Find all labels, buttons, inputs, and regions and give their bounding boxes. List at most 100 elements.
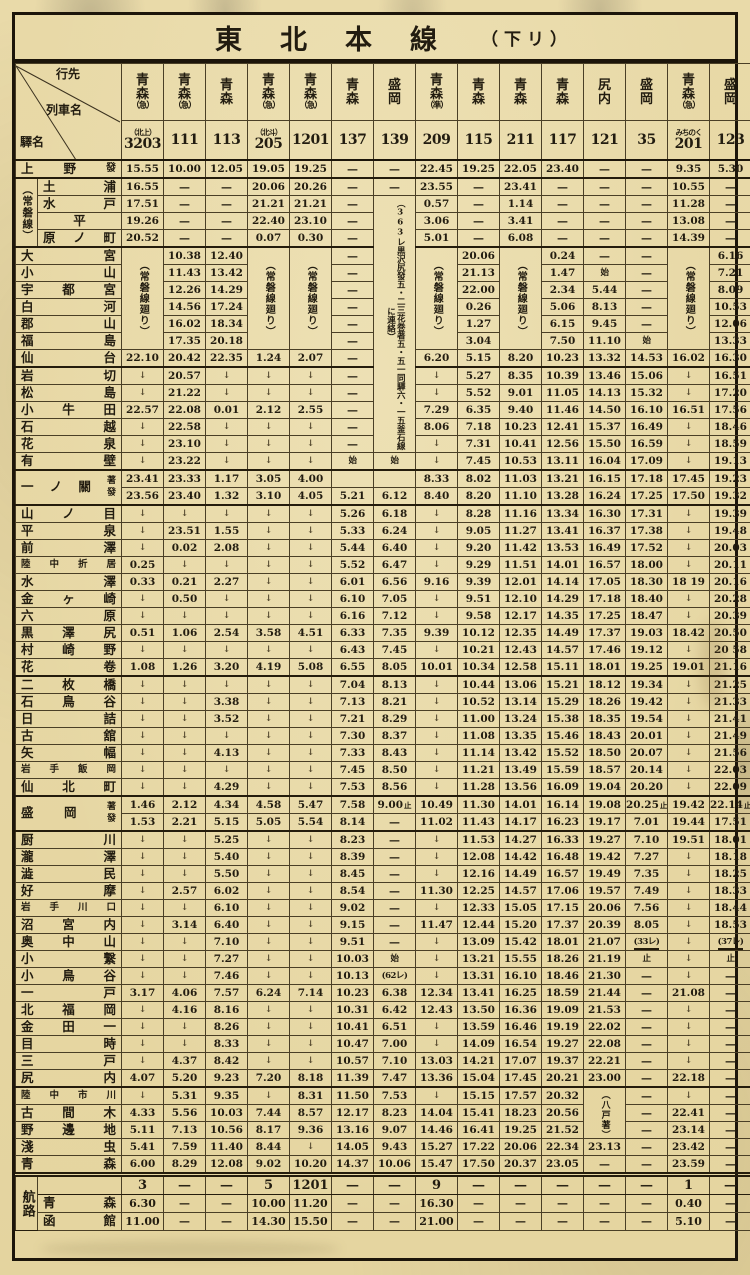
time-cell: 18 19 bbox=[667, 573, 710, 591]
time-cell: 3.52 bbox=[205, 710, 248, 728]
time-cell: 14.50 bbox=[583, 401, 626, 419]
time-cell: 8.35 bbox=[499, 366, 542, 385]
time-cell: 20.01 bbox=[625, 727, 668, 745]
time-cell: — bbox=[625, 1104, 668, 1122]
time-cell: 0.33 bbox=[121, 573, 164, 591]
through-arrow-cell: ↓ bbox=[247, 1052, 290, 1070]
station-label: 好摩 bbox=[15, 882, 122, 900]
time-cell: 6.42 bbox=[373, 1001, 416, 1019]
time-cell: 7.50 bbox=[541, 332, 584, 350]
station-label: 厨川 bbox=[15, 830, 122, 849]
time-cell: — bbox=[331, 195, 374, 213]
time-cell: — bbox=[331, 418, 374, 436]
time-cell: 17.06 bbox=[541, 882, 584, 900]
time-cell: 5.41 bbox=[121, 1138, 164, 1156]
timetable: 行先 列車名 驛名青森（急）青森（急）青森青森（急）青森（急）青森盛岡青森（準）青森… bbox=[15, 63, 750, 1231]
time-cell: 21.07 bbox=[583, 933, 626, 951]
time-cell: 8.13 bbox=[583, 298, 626, 316]
time-cell: 19.17 bbox=[583, 813, 626, 832]
time-cell: 12.17 bbox=[499, 607, 542, 625]
through-arrow-cell: ↓ bbox=[205, 556, 248, 574]
time-cell: — bbox=[583, 212, 626, 230]
time-cell: 3.14 bbox=[163, 916, 206, 934]
time-cell: 14.49 bbox=[499, 865, 542, 883]
time-cell: 3 bbox=[121, 1172, 164, 1195]
through-arrow-cell: ↓ bbox=[289, 693, 332, 711]
time-cell: — bbox=[541, 177, 584, 196]
time-cell: 15.04 bbox=[457, 1069, 500, 1088]
time-cell: 始 bbox=[373, 950, 416, 968]
station-label: 一ノ關著發 bbox=[15, 469, 122, 506]
time-cell: 18.18 bbox=[709, 848, 750, 866]
time-cell: 20.39 bbox=[709, 607, 750, 625]
time-cell: 13.35 bbox=[499, 727, 542, 745]
time-cell: 20.28 bbox=[709, 590, 750, 608]
time-cell: 14.29 bbox=[541, 590, 584, 608]
time-cell: 0.01 bbox=[205, 401, 248, 419]
time-cell: 8.50 bbox=[373, 761, 416, 779]
through-arrow-cell: ↓ bbox=[667, 1086, 710, 1105]
time-cell: 23.13 bbox=[583, 1138, 626, 1156]
time-cell: 5.52 bbox=[331, 556, 374, 574]
time-cell: 12.26 bbox=[163, 281, 206, 299]
time-cell: 20.42 bbox=[163, 349, 206, 368]
through-arrow-cell: ↓ bbox=[289, 761, 332, 779]
train-number: 111 bbox=[163, 120, 206, 161]
time-cell: — bbox=[373, 865, 416, 883]
time-cell: 8.43 bbox=[373, 744, 416, 762]
time-cell: 17.37 bbox=[583, 624, 626, 642]
time-cell: 7.21 bbox=[331, 710, 374, 728]
time-cell: — bbox=[709, 229, 750, 248]
through-arrow-cell: ↓ bbox=[121, 830, 164, 849]
time-cell: 22.02 bbox=[583, 1018, 626, 1036]
through-arrow-cell: ↓ bbox=[667, 899, 710, 917]
time-cell: 13.21 bbox=[541, 469, 584, 488]
through-arrow-cell: ↓ bbox=[415, 504, 458, 523]
time-cell: 8.06 bbox=[415, 418, 458, 436]
time-cell: 11.46 bbox=[541, 401, 584, 419]
time-cell: — bbox=[163, 195, 206, 213]
station-label: 野邊地 bbox=[15, 1121, 122, 1139]
time-cell: 22.05 bbox=[499, 159, 542, 179]
time-cell: 10.23 bbox=[499, 418, 542, 436]
time-cell: 11.40 bbox=[205, 1138, 248, 1156]
time-cell: 20.57 bbox=[163, 366, 206, 385]
time-cell bbox=[331, 469, 374, 488]
time-cell: — bbox=[583, 229, 626, 248]
through-arrow-cell: ↓ bbox=[163, 761, 206, 779]
time-cell: 10.01 bbox=[415, 658, 458, 677]
time-cell: — bbox=[709, 1001, 750, 1019]
through-arrow-cell: ↓ bbox=[163, 950, 206, 968]
time-cell: 11.53 bbox=[457, 830, 500, 849]
time-cell: — bbox=[625, 177, 668, 196]
time-cell: 7.49 bbox=[625, 882, 668, 900]
time-cell: 7.35 bbox=[625, 865, 668, 883]
time-cell: 9.20 bbox=[457, 539, 500, 557]
time-cell: 6.10 bbox=[331, 590, 374, 608]
time-cell: 10.41 bbox=[331, 1018, 374, 1036]
time-cell: 10.00 bbox=[247, 1194, 290, 1213]
time-cell: — bbox=[625, 1194, 668, 1213]
through-arrow-cell: ↓ bbox=[121, 693, 164, 711]
time-cell: 17.24 bbox=[205, 298, 248, 316]
time-cell: 20.06 bbox=[247, 177, 290, 196]
time-cell: 2.27 bbox=[205, 573, 248, 591]
time-cell: 21.44 bbox=[583, 984, 626, 1002]
time-cell: — bbox=[373, 933, 416, 951]
time-cell: 8.09 bbox=[709, 281, 750, 299]
time-cell: 8.14 bbox=[331, 813, 374, 832]
train-destination: 青森 bbox=[457, 63, 500, 121]
time-cell: 5 bbox=[247, 1172, 290, 1195]
time-cell: — bbox=[541, 1212, 584, 1231]
time-cell: 0.21 bbox=[163, 573, 206, 591]
train-destination: 盛岡 bbox=[625, 63, 668, 121]
time-cell: 18.00 bbox=[625, 556, 668, 574]
time-cell: 12.40 bbox=[205, 246, 248, 265]
train-number: 211 bbox=[499, 120, 542, 161]
through-arrow-cell: ↓ bbox=[163, 830, 206, 849]
time-cell: 17.45 bbox=[667, 469, 710, 488]
time-cell: 5.11 bbox=[121, 1121, 164, 1139]
time-cell: 1.06 bbox=[163, 624, 206, 642]
time-cell: 13.46 bbox=[583, 366, 626, 385]
time-cell: 1 bbox=[667, 1172, 710, 1195]
